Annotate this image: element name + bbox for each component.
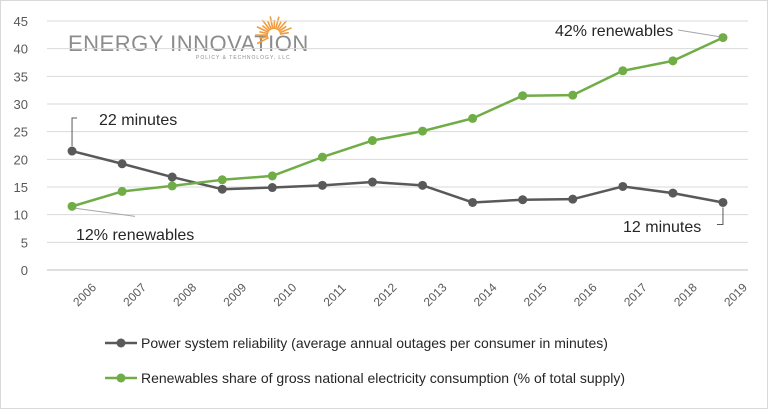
sunburst-ray [256,37,270,45]
x-tick-label: 2011 [321,281,349,309]
x-tick-label: 2010 [271,280,300,309]
series-0-point [367,177,377,187]
y-tick-label: 25 [14,125,28,140]
x-tick-label: 2007 [120,280,149,309]
legend-marker-reliability [116,338,126,348]
leader-start-reliability [71,117,78,147]
series-1-point [117,186,127,196]
series-0-point [67,146,77,156]
series-1-point [167,181,177,191]
logo-tagline: POLICY & TECHNOLOGY, LLC [196,55,291,61]
legend-label-renewables: Renewables share of gross national elect… [141,370,625,386]
x-tick-label: 2015 [521,280,550,309]
annotation-end-reliability: 12 minutes [623,219,701,236]
sunburst-ray [279,27,292,34]
y-axis-ticks: 0 5 10 15 20 25 30 35 40 45 [14,14,28,278]
sunburst-ray [261,19,271,31]
series-0-point [718,197,728,207]
annotation-leaders [71,29,724,225]
sunburst-ray [256,26,269,34]
series-1-point [518,91,528,101]
series-1-point [718,33,728,43]
sunburst-ray [278,25,287,33]
series-0-point [468,197,478,207]
series-line-0 [71,149,724,204]
x-tick-label: 2019 [721,280,750,309]
sunburst-ray [261,24,270,32]
series-0-point [418,180,428,190]
y-tick-label: 35 [14,69,28,84]
y-tick-label: 0 [21,263,28,278]
x-tick-label: 2017 [621,280,650,309]
leader-end-renewables [677,29,720,38]
sunburst-ray [259,35,269,40]
logo-name: ENERGY INNOVATION [68,31,309,56]
legend-marker-renewables [116,373,126,383]
y-tick-label: 15 [14,180,28,195]
series-1-point [618,66,628,76]
y-tick-label: 10 [14,208,28,223]
annotation-start-renewables: 12% renewables [76,227,194,244]
sunburst-ray [279,31,289,35]
series-0-point [518,195,528,205]
series-0-point [568,194,578,204]
series-1-point [367,136,377,146]
legend-item-renewables: Renewables share of gross national elect… [105,370,625,386]
leader-start-renewables [75,207,136,217]
x-tick-label: 2014 [471,280,500,309]
sunburst-ray [274,16,280,30]
x-tick-label: 2008 [170,280,199,309]
x-tick-label: 2016 [571,280,600,309]
annotation-end-renewables: 42% renewables [555,23,673,40]
x-tick-label: 2018 [671,280,700,309]
series-0-point [117,159,127,169]
leader-end-reliability [716,207,724,225]
sunburst-ray [269,16,274,30]
series-group [67,33,728,211]
y-tick-label: 40 [14,42,28,57]
y-tick-label: 20 [14,152,28,167]
series-0-point [217,184,227,194]
sunburst-ray [277,20,288,32]
x-tick-label: 2012 [371,280,400,309]
series-1-point [217,175,227,185]
sunburst-icon [254,16,292,45]
x-axis-ticks: 2006 2007 2008 2009 2010 2011 2012 2013 2014 2015… [70,280,750,309]
series-0-point [618,181,628,191]
legend-label-reliability: Power system reliability (average annual… [141,335,608,351]
y-tick-label: 5 [21,235,28,250]
sunburst-ray [267,21,273,30]
series-1-point [267,171,277,181]
legend: Power system reliability (average annual… [105,335,625,386]
series-1-point [568,90,578,100]
y-tick-label: 30 [14,97,28,112]
sunburst-ray [259,30,269,35]
series-1-point [468,113,478,123]
x-tick-label: 2009 [220,280,249,309]
series-line-1 [71,36,724,208]
energy-innovation-logo: ENERGY INNOVATION POLICY & TECHNOLOGY, L… [68,16,309,61]
series-0-point [668,188,678,198]
x-tick-label: 2006 [70,280,99,309]
sunburst-ray [276,21,282,31]
annotation-start-reliability: 22 minutes [99,112,177,129]
series-0-point [167,172,177,182]
series-0-point [317,180,327,190]
series-1-point [317,152,327,162]
legend-item-reliability: Power system reliability (average annual… [105,335,608,351]
x-tick-label: 2013 [421,280,450,309]
series-1-point [418,126,428,136]
series-1-point [67,201,77,211]
series-1-point [668,56,678,66]
y-tick-label: 45 [14,14,28,29]
series-0-point [267,183,277,193]
